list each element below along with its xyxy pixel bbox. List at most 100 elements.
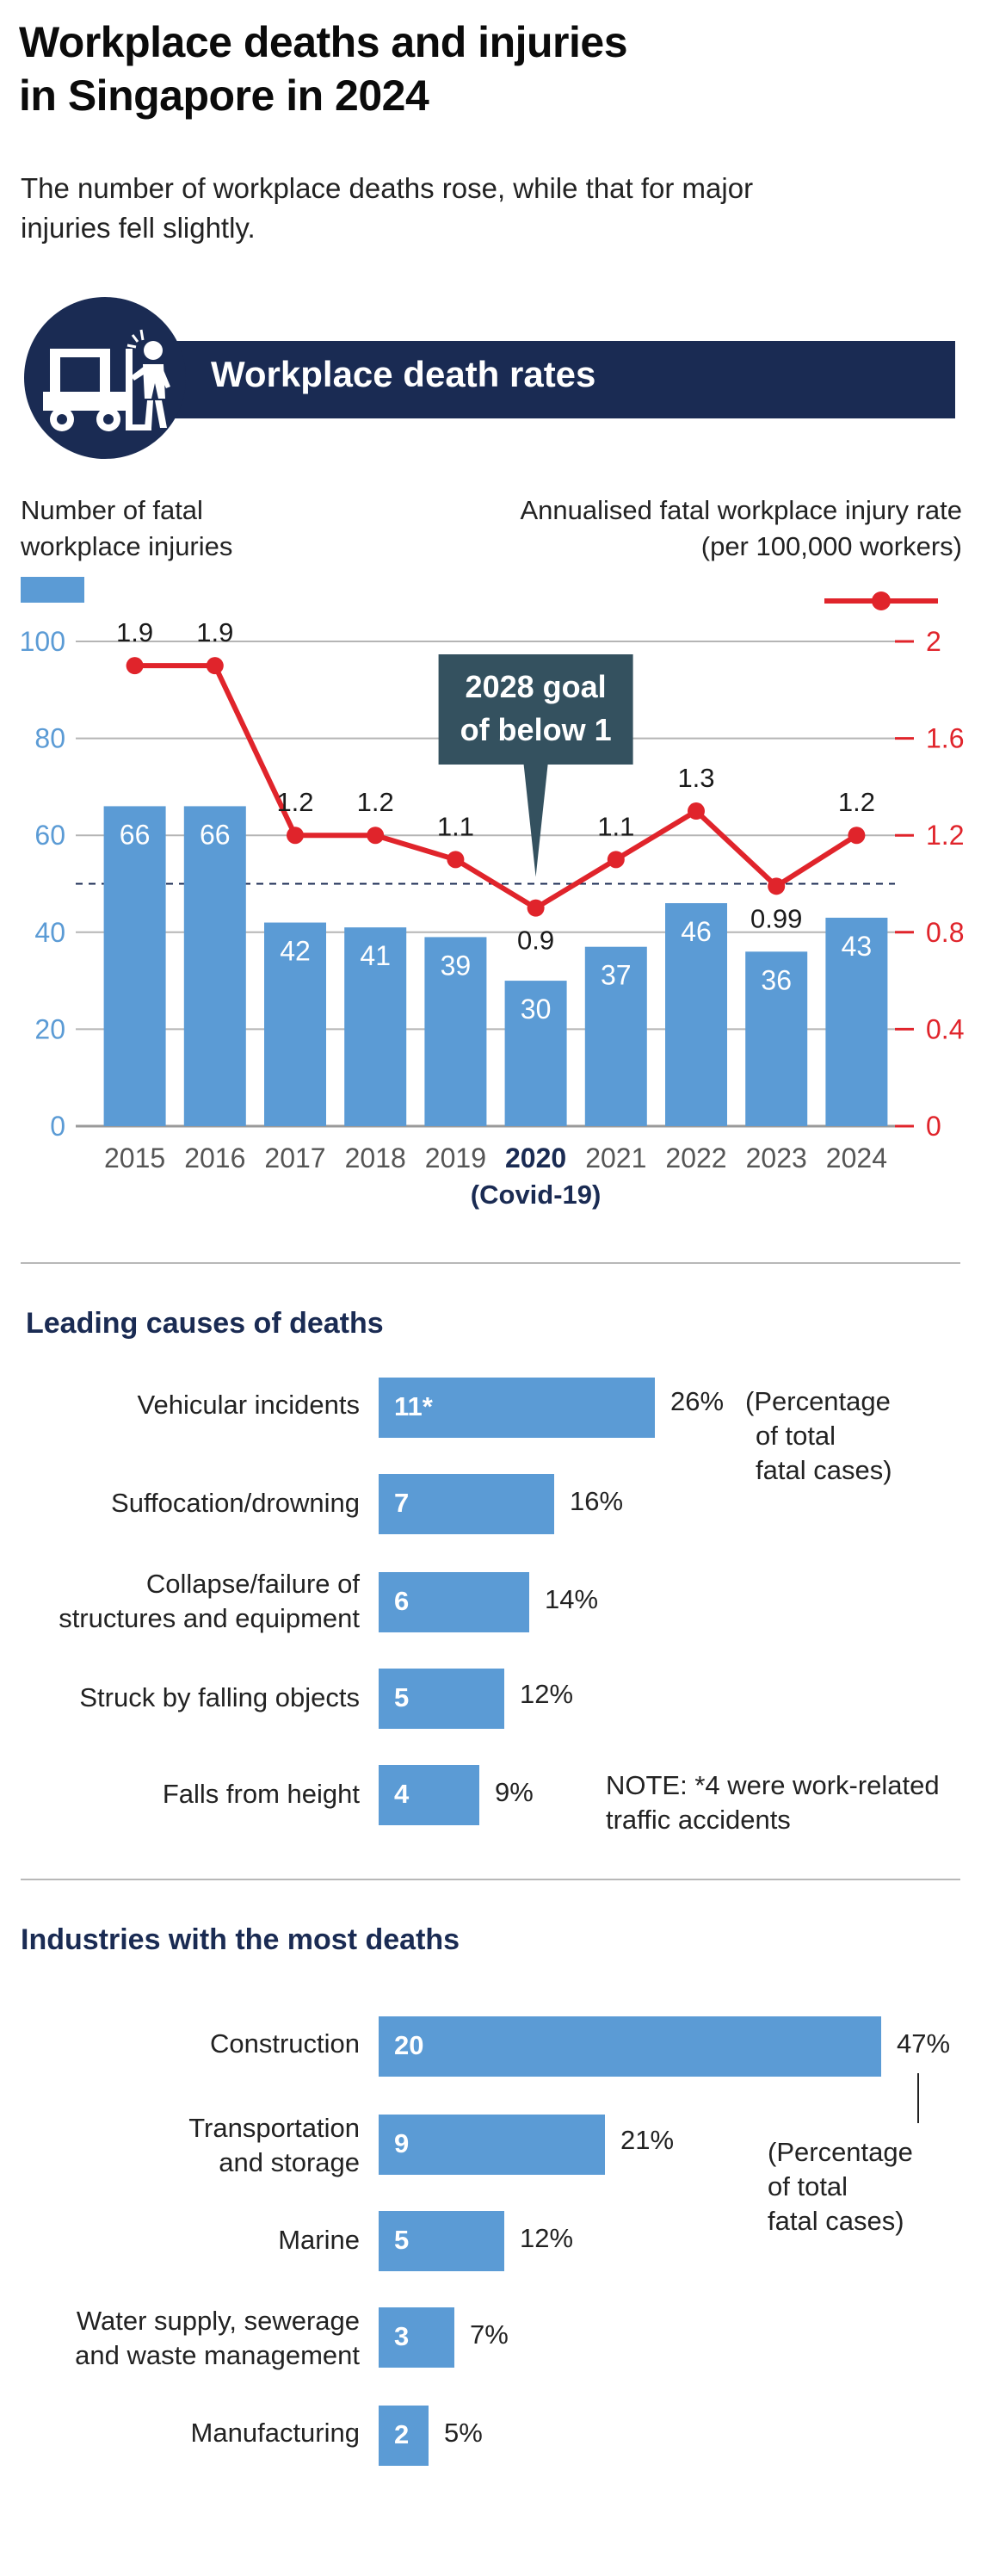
- cause-pct: 12%: [520, 1679, 574, 1709]
- cause-bar-vehicular: 11*: [379, 1378, 655, 1438]
- bar: [584, 946, 647, 1126]
- right-tick-label: 1.2: [926, 820, 964, 851]
- bar-value-label: 36: [761, 964, 792, 995]
- footnote-line: NOTE: *4 were work-related: [606, 1770, 940, 1800]
- title-line-2: in Singapore in 2024: [19, 71, 429, 120]
- left-tick-label: 20: [34, 1013, 65, 1044]
- industry-bar-value: 2: [394, 2419, 410, 2449]
- industry-label-marine: Marine: [278, 2223, 360, 2257]
- bar: [344, 927, 407, 1126]
- bar-value-label: 42: [280, 936, 311, 967]
- bar-value-label: 66: [120, 819, 151, 850]
- cause-bar-value: 7: [394, 1488, 410, 1518]
- note-line: of total: [756, 1421, 836, 1451]
- bar-value-label: 43: [842, 931, 873, 962]
- bar: [103, 806, 166, 1126]
- left-axis-title-line-1: Number of fatal: [21, 495, 203, 525]
- rate-point: [206, 657, 224, 675]
- bar: [183, 806, 246, 1126]
- bar-value-label: 30: [521, 994, 552, 1025]
- rate-point: [848, 827, 866, 845]
- left-axis-title-line-2: workplace injuries: [21, 531, 233, 561]
- left-tick-label: 100: [20, 626, 65, 657]
- right-tick-label: 0.4: [926, 1013, 964, 1044]
- bar: [825, 917, 888, 1126]
- x-tick-label: 2022: [665, 1142, 726, 1173]
- industry-pct: 5%: [444, 2418, 483, 2448]
- forklift-worker-icon: [24, 297, 186, 459]
- rate-value-label: 1.1: [597, 811, 634, 841]
- x-tick-label: 2020: [505, 1142, 566, 1173]
- industry-bar-value: 9: [394, 2128, 410, 2158]
- right-axis-title-line-1: Annualised fatal workplace injury rate: [520, 495, 963, 525]
- rate-point: [367, 827, 385, 845]
- rate-point: [527, 899, 545, 917]
- industry-label-line: Marine: [278, 2225, 360, 2255]
- bar-value-label: 46: [681, 916, 712, 947]
- cause-label-line: Suffocation/drowning: [111, 1488, 360, 1518]
- x-tick-label: 2015: [104, 1142, 165, 1173]
- left-axis-title: Number of fatal workplace injuries: [21, 492, 232, 565]
- industry-pct: 21%: [620, 2125, 675, 2155]
- bar-value-label: 39: [441, 950, 472, 981]
- construction-connector-line: [917, 2073, 919, 2123]
- bar: [745, 951, 808, 1126]
- cause-label-line: Vehicular incidents: [137, 1390, 361, 1420]
- x-tick-label: 2016: [184, 1142, 245, 1173]
- bar: [665, 903, 727, 1126]
- rate-value-label: 1.2: [357, 787, 394, 817]
- note-line: (Percentage: [745, 1386, 891, 1416]
- cause-pct: 9%: [495, 1777, 534, 1807]
- industry-bar-transport: 9: [379, 2115, 605, 2175]
- cause-label-vehicular: Vehicular incidents: [138, 1388, 361, 1422]
- rate-point: [768, 877, 786, 895]
- highlight-note: (Covid-19): [471, 1180, 602, 1210]
- bar-value-label: 37: [601, 960, 632, 991]
- causes-percent-note: (Percentage of total fatal cases): [745, 1384, 892, 1488]
- right-axis-title-line-2: (per 100,000 workers): [700, 531, 962, 561]
- industry-label-line: Water supply, sewerage: [76, 2306, 360, 2336]
- industries-heading: Industries with the most deaths: [21, 1923, 460, 1956]
- right-axis-title: Annualised fatal workplace injury rate (…: [429, 492, 963, 565]
- cause-bar-suffocation: 7: [379, 1474, 554, 1534]
- rate-value-label: 1.2: [838, 787, 875, 817]
- note-line: of total: [768, 2171, 848, 2201]
- section-banner: [172, 341, 955, 418]
- industry-pct: 12%: [520, 2223, 574, 2253]
- forklift-worker-icon-graphic: [43, 329, 170, 431]
- goal-callout-box: [438, 654, 633, 765]
- cause-label-line: Struck by falling objects: [79, 1682, 360, 1712]
- x-tick-label: 2018: [345, 1142, 406, 1173]
- rate-line: [134, 663, 859, 911]
- subtitle-line-2: injuries fell slightly.: [21, 212, 256, 244]
- cause-pct: 16%: [570, 1486, 624, 1516]
- industry-bar-value: 20: [394, 2030, 424, 2060]
- rate-value-label: 1.9: [116, 617, 153, 647]
- industry-label-transport: Transportation and storage: [188, 2111, 360, 2180]
- industry-label-line: and waste management: [75, 2340, 360, 2370]
- right-tick-label: 1.6: [926, 723, 964, 754]
- note-line: (Percentage: [768, 2137, 913, 2167]
- industry-pct: 47%: [897, 2028, 951, 2059]
- industry-label-line: Transportation: [188, 2113, 360, 2143]
- left-tick-label: 80: [34, 723, 65, 754]
- goal-label-line-1: 2028 goal: [466, 669, 607, 704]
- left-tick-label: 60: [34, 820, 65, 851]
- section-divider-1: [21, 1262, 960, 1264]
- subtitle-line-1: The number of workplace deaths rose, whi…: [21, 172, 754, 204]
- cause-label-line: Collapse/failure of: [145, 1569, 360, 1599]
- cause-label-line: structures and equipment: [59, 1603, 360, 1633]
- note-line: fatal cases): [768, 2206, 904, 2236]
- industry-label-construction: Construction: [210, 2027, 360, 2061]
- cause-bar-value: 4: [394, 1779, 410, 1809]
- bar: [424, 937, 487, 1126]
- cause-bar-value: 5: [394, 1682, 410, 1712]
- right-tick-label: 0: [926, 1111, 941, 1142]
- industry-label-water: Water supply, sewerage and waste managem…: [75, 2304, 360, 2373]
- cause-pct: 26%: [670, 1386, 725, 1416]
- industry-bar-value: 5: [394, 2225, 410, 2255]
- legend-line-marker: [872, 591, 891, 610]
- right-tick-label: 0.8: [926, 917, 964, 948]
- industry-bar-construction: 20: [379, 2016, 881, 2077]
- x-tick-label: 2024: [826, 1142, 887, 1173]
